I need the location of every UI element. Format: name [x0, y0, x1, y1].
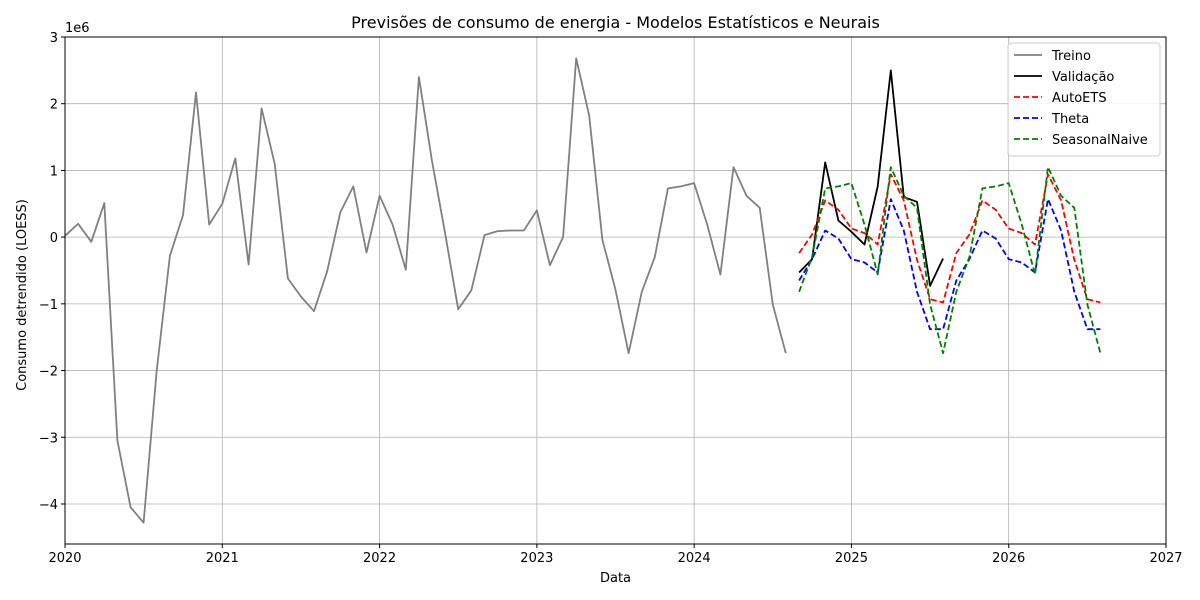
series-line-theta — [798, 198, 1101, 331]
y-tick-label: −2 — [39, 365, 58, 380]
grid-lines — [64, 36, 1167, 544]
x-tick-label: 2020 — [48, 551, 81, 566]
x-tick-label: 2026 — [992, 551, 1025, 566]
x-tick-label: 2023 — [520, 551, 553, 566]
chart-title: Previsões de consumo de energia - Modelo… — [351, 13, 880, 32]
legend-entry-label: Validação — [1052, 70, 1114, 85]
legend-entry-label: Theta — [1051, 112, 1089, 127]
x-axis-label: Data — [600, 571, 631, 586]
series-lines — [64, 57, 1102, 524]
y-tick-label: 2 — [50, 98, 58, 113]
x-tick-label: 2027 — [1149, 551, 1182, 566]
y-tick-label: −4 — [39, 498, 58, 513]
legend-entry-label: Treino — [1051, 49, 1091, 64]
y-tick-label: 3 — [50, 31, 58, 46]
x-tick-label: 2021 — [206, 551, 239, 566]
plot-frame — [64, 36, 1167, 545]
series-line-autoets — [798, 173, 1101, 304]
x-tick-label: 2025 — [835, 551, 868, 566]
y-tick-label: −1 — [39, 298, 58, 313]
y-tick-label: −3 — [39, 431, 58, 446]
y-tick-label: 0 — [50, 231, 58, 246]
legend: Treino Validação AutoETS Theta SeasonalNaive — [1007, 42, 1161, 157]
x-tick-label: 2024 — [678, 551, 711, 566]
legend-entry-label: SeasonalNaive — [1052, 133, 1148, 148]
x-tick-label: 2022 — [363, 551, 396, 566]
y-tick-label: 1 — [50, 164, 58, 179]
x-axis: 2020 2021 2022 2023 2024 2025 2026 2027 — [48, 544, 1183, 566]
y-axis-offset-label: 1e6 — [65, 21, 90, 36]
y-axis: 3 2 1 0 −1 −2 −3 −4 — [39, 31, 65, 513]
series-line-valida-o — [798, 69, 944, 287]
series-line-treino — [64, 57, 787, 524]
legend-entry-label: AutoETS — [1052, 91, 1107, 106]
series-line-seasonalnaive — [798, 166, 1102, 355]
legend-box — [1007, 42, 1161, 157]
y-axis-label: Consumo detrendido (LOESS) — [15, 199, 30, 391]
